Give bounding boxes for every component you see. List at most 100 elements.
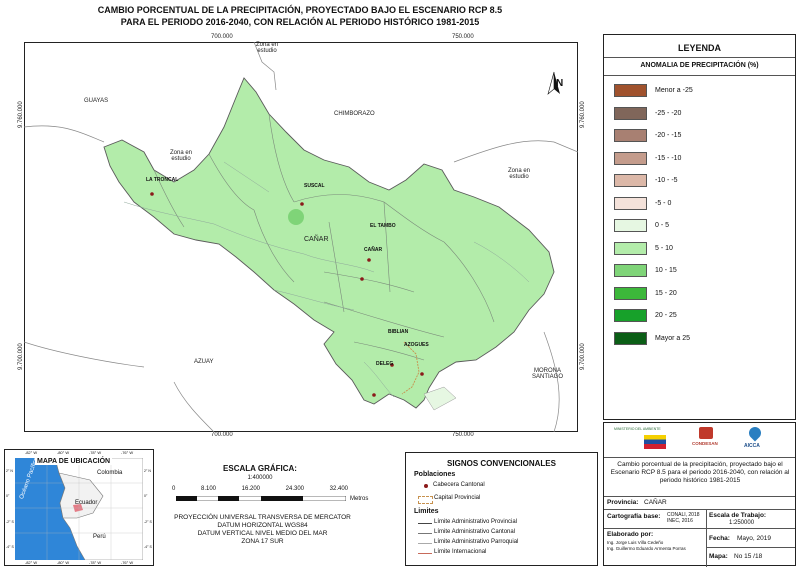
cabecera-dot-icon	[424, 484, 428, 488]
loc-bottom-tick: -78° W	[88, 560, 102, 565]
legend-label: -10 - -5	[655, 177, 678, 184]
legend-label: 0 - 5	[655, 222, 670, 229]
town-deleg: DELEG	[376, 361, 394, 367]
capital-icon	[418, 496, 433, 504]
map-canvas	[24, 42, 578, 432]
town-suscal: SUSCAL	[304, 183, 325, 189]
loc-left-tick: 0°	[6, 494, 10, 499]
legend-label: Menor a -25	[655, 87, 693, 94]
town-canar: CAÑAR	[364, 247, 383, 253]
projection-line: ZONA 17 SUR	[241, 538, 284, 545]
legend-label: -20 - -15	[655, 132, 682, 139]
elaborado-label: Elaborado por:	[607, 531, 654, 538]
loc-left-tick: -2° S	[6, 519, 14, 524]
legend-swatch	[614, 174, 647, 187]
loc-top-tick: -78° W	[88, 450, 102, 455]
scale-tick: 16.200	[241, 486, 260, 492]
legend-title: LEYENDA	[677, 43, 721, 53]
label-zona-left: Zona en estudio	[170, 150, 193, 162]
legend-row: -20 - -15	[614, 128, 786, 143]
top-coord-700: 700.000	[211, 34, 233, 40]
canar-province	[103, 77, 555, 409]
loc-left-tick: -4° S	[6, 545, 14, 550]
location-bottom-ticks: -82° W -80° W -78° W -76° W	[15, 560, 143, 565]
lower-anomaly-area	[423, 386, 457, 411]
logo-ministerio: MINISTERIO DEL AMBIENTE	[614, 427, 661, 431]
cartografia-label: Cartografía base:	[607, 513, 661, 520]
capital-boundary	[401, 341, 420, 395]
legend-swatch	[614, 264, 647, 277]
loc-right-tick: -2° S	[144, 519, 152, 524]
legend-label: -25 - -20	[655, 109, 682, 117]
signs-panel: SIGNOS CONVENCIONALES Poblaciones Cabece…	[405, 452, 598, 566]
cartografia-value: CONALI, 2018 INEC, 2016	[667, 512, 700, 524]
loc-bottom-tick: -82° W	[24, 560, 38, 565]
elaborado-name: Ing. Jorge Luis Villa Cedeño	[607, 540, 664, 545]
location-left-ticks: 2° N 0° -2° S -4° S	[6, 458, 14, 560]
legend-row: -10 - -5	[614, 173, 786, 188]
logo-condesan: CONDESAN	[692, 441, 718, 446]
top-coord-750: 750.000	[452, 34, 474, 40]
right-coord-9760: 9.760.000	[580, 101, 586, 128]
signs-poblaciones: Poblaciones	[414, 471, 456, 478]
provincia-label: Provincia:	[607, 499, 639, 506]
country-peru: Perú	[93, 534, 106, 540]
main-map-frame: 700.000 750.000 700.000 750.000 9.760.00…	[4, 28, 596, 448]
legend-swatch	[614, 219, 647, 232]
escala-value: 1:250000	[729, 520, 755, 526]
legend-row: 0 - 5	[614, 218, 786, 233]
signs-limites: Limites	[414, 508, 439, 515]
legend-row: 5 - 10	[614, 241, 786, 256]
projection-line: PROYECCIÓN UNIVERSAL TRANSVERSA DE MERCA…	[174, 514, 351, 521]
legend-swatch	[614, 196, 647, 210]
provincia-value: CAÑAR	[644, 499, 667, 506]
scale-tick: 8.100	[200, 486, 216, 492]
town-el-tambo: EL TAMBO	[370, 223, 396, 229]
scale-tick: 24.300	[285, 486, 304, 492]
escala-label: Escala de Trabajo:	[709, 512, 767, 519]
legend-row: -15 - -10	[614, 151, 786, 166]
elaborado-name: Ing. Guillermo Eduardo Armenta Porras	[607, 546, 686, 551]
legend-row: Menor a -25	[614, 83, 786, 98]
loc-right-tick: 0°	[144, 494, 148, 499]
label-zona-top: Zona en estudio	[256, 42, 279, 54]
parroquial-lines	[123, 161, 530, 398]
ecuador-flag-icon	[644, 435, 666, 449]
projection-line: DATUM HORIZONTAL WGS84	[217, 522, 308, 529]
international-line-icon	[418, 553, 432, 554]
fecha-label: Fecha:	[709, 535, 730, 542]
location-grid	[15, 458, 143, 560]
loc-top-tick: -76° W	[120, 450, 134, 455]
location-map-canvas	[15, 458, 143, 560]
aicca-logo-icon	[746, 424, 764, 442]
legend-swatch	[614, 331, 647, 345]
north-label: N	[556, 78, 564, 89]
legend-panel: LEYENDA ANOMALIA DE PRECIPITACIÓN (%) Me…	[603, 34, 796, 420]
signs-capital: Capital Provincial	[434, 495, 481, 501]
scale-unit: Metros	[350, 496, 369, 502]
loc-top-tick: -82° W	[24, 450, 38, 455]
location-map-panel: MAPA DE UBICACIÓN Colombia Ecuador Perú …	[4, 449, 154, 566]
country-ecuador: Ecuador	[75, 500, 98, 506]
town-markers	[150, 192, 424, 397]
legend-row: Mayor a 25	[614, 331, 786, 346]
ecuador-shape	[58, 472, 104, 519]
label-morona: MORONA SANTIAGO	[532, 368, 564, 380]
legend-swatch	[614, 151, 647, 165]
loc-bottom-tick: -76° W	[120, 560, 134, 565]
bottom-coord-700: 700.000	[211, 432, 233, 438]
mapa-label: Mapa:	[709, 553, 728, 560]
label-chimborazo: CHIMBORAZO	[334, 111, 375, 117]
parroquial-line-icon	[418, 543, 432, 544]
map-title: CAMBIO PORCENTUAL DE LA PRECIPITACIÓN, P…	[8, 4, 592, 28]
map-title-line2: PARA EL PERIODO 2016-2040, CON RELACIÓN …	[120, 17, 480, 27]
label-guayas: GUAYAS	[84, 98, 109, 104]
legend-swatch	[614, 129, 647, 142]
legend-swatch	[614, 286, 647, 300]
cantonal-line-icon	[418, 533, 432, 534]
signs-title: SIGNOS CONVENCIONALES	[447, 459, 556, 468]
legend-label: -15 - -10	[655, 154, 682, 162]
legend-row: -25 - -20	[614, 106, 786, 121]
label-canar-province: CAÑAR	[304, 236, 329, 243]
label-azuay: AZUAY	[194, 359, 214, 365]
